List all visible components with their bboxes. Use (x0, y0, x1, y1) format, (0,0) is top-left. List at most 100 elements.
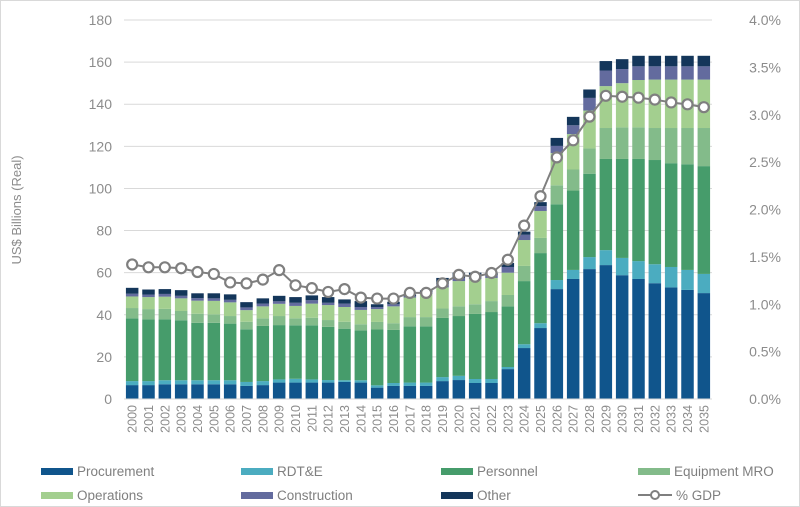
y-tick-label: 120 (89, 138, 113, 154)
bar-other (223, 294, 237, 300)
bar-rdt-e (632, 261, 645, 279)
gdp-point (305, 282, 318, 295)
bar-stack (534, 202, 547, 399)
x-tick-label: 2010 (289, 405, 303, 433)
y-tick-label: 20 (96, 349, 112, 365)
bar-stack (485, 272, 498, 399)
x-tick-label: 2029 (599, 405, 613, 433)
bar-equipment-mro (468, 304, 482, 314)
bar-stack (419, 290, 433, 399)
bar-rdt-e (664, 266, 678, 288)
gdp-point (240, 277, 253, 290)
bar-procurement (223, 384, 237, 399)
bar-equipment-mro (142, 309, 155, 320)
bar-personnel (648, 160, 662, 265)
bar-equipment-mro (632, 127, 645, 159)
gdp-point (158, 261, 171, 274)
legend-swatch (41, 491, 73, 499)
bar-stack (517, 231, 531, 399)
bar-construction (289, 302, 302, 306)
bar-equipment-mro (534, 237, 547, 254)
gdp-line-series (126, 89, 710, 305)
legend-label: Procurement (77, 463, 155, 479)
gdp-point (289, 279, 302, 292)
bar-equipment-mro (338, 321, 351, 329)
bar-procurement (354, 382, 368, 399)
bar-equipment-mro (550, 185, 564, 205)
bar-other (370, 304, 384, 307)
y2-tick-label: 0.5% (749, 344, 781, 360)
bar-equipment-mro (191, 313, 204, 323)
bar-personnel (191, 322, 204, 381)
bar-procurement (370, 387, 384, 399)
x-tick-label: 2018 (420, 405, 434, 433)
bar-construction (125, 293, 139, 297)
bar-procurement (566, 278, 580, 399)
gdp-point (665, 96, 678, 109)
gdp-point (632, 91, 645, 104)
bar-operations (142, 297, 155, 310)
bar-equipment-mro (305, 317, 319, 326)
gdp-point (338, 282, 351, 296)
x-tick-label: 2019 (436, 405, 450, 433)
bar-other (534, 202, 547, 207)
x-tick-label: 2003 (175, 405, 189, 433)
bar-personnel (125, 318, 139, 382)
bar-other (272, 295, 286, 302)
bar-stack (223, 294, 237, 399)
x-tick-label: 2021 (469, 405, 483, 433)
x-tick-label: 2015 (371, 405, 385, 433)
x-tick-label: 2008 (256, 405, 270, 433)
bar-procurement (681, 289, 694, 399)
gridlines (124, 19, 712, 400)
bar-equipment-mro (648, 128, 662, 161)
bar-other (599, 61, 613, 71)
y-tick-label: 0 (104, 391, 112, 407)
bar-rdt-e (207, 380, 221, 385)
stacked-bar-chart: 0 20 40 60 80 100 120 140 160 180 0.0% 0.5% 1.0% 1.5… (9, 12, 781, 433)
bar-personnel (158, 319, 172, 381)
bar-operations (272, 303, 286, 317)
y-tick-label: 60 (96, 265, 112, 281)
bar-equipment-mro (256, 318, 270, 326)
legend-item: Procurement (41, 461, 154, 481)
bar-personnel (354, 330, 368, 381)
bar-personnel (240, 329, 253, 382)
x-tick-label: 2016 (387, 405, 401, 433)
bar-personnel (615, 158, 629, 258)
bar-equipment-mro (517, 265, 531, 282)
bar-construction (191, 298, 204, 301)
bar-rdt-e (321, 380, 335, 383)
bar-construction (223, 299, 237, 303)
bar-equipment-mro (174, 310, 188, 321)
bar-equipment-mro (664, 128, 678, 164)
y2-tick-label: 2.0% (749, 202, 781, 218)
bar-other (240, 302, 253, 308)
bar-construction (338, 303, 351, 307)
bar-other (697, 55, 711, 67)
x-tick-label: 2022 (485, 405, 499, 433)
bar-procurement (289, 382, 302, 399)
legend-line-marker-icon (638, 489, 672, 501)
bar-operations (485, 277, 498, 302)
bar-construction (566, 125, 580, 135)
bar-stack (289, 297, 302, 399)
x-tick-label: 2014 (354, 405, 368, 433)
bar-procurement (174, 384, 188, 399)
bar-operations (436, 287, 449, 309)
bar-construction (664, 66, 678, 80)
gdp-point (648, 93, 661, 106)
gdp-point (501, 253, 514, 266)
y-tick-label: 160 (89, 54, 113, 70)
bar-stack (125, 287, 139, 399)
bar-operations (256, 306, 270, 319)
legend: Procurement RDT&E Personnel Equipment MRO Op… (1, 459, 800, 507)
bar-personnel (599, 158, 613, 251)
bar-operations (403, 297, 417, 318)
bar-operations (370, 309, 384, 322)
bar-rdt-e (272, 379, 286, 383)
bar-stack (501, 262, 515, 399)
bar-procurement (632, 278, 645, 399)
gdp-point (387, 292, 400, 305)
bar-procurement (207, 384, 221, 399)
